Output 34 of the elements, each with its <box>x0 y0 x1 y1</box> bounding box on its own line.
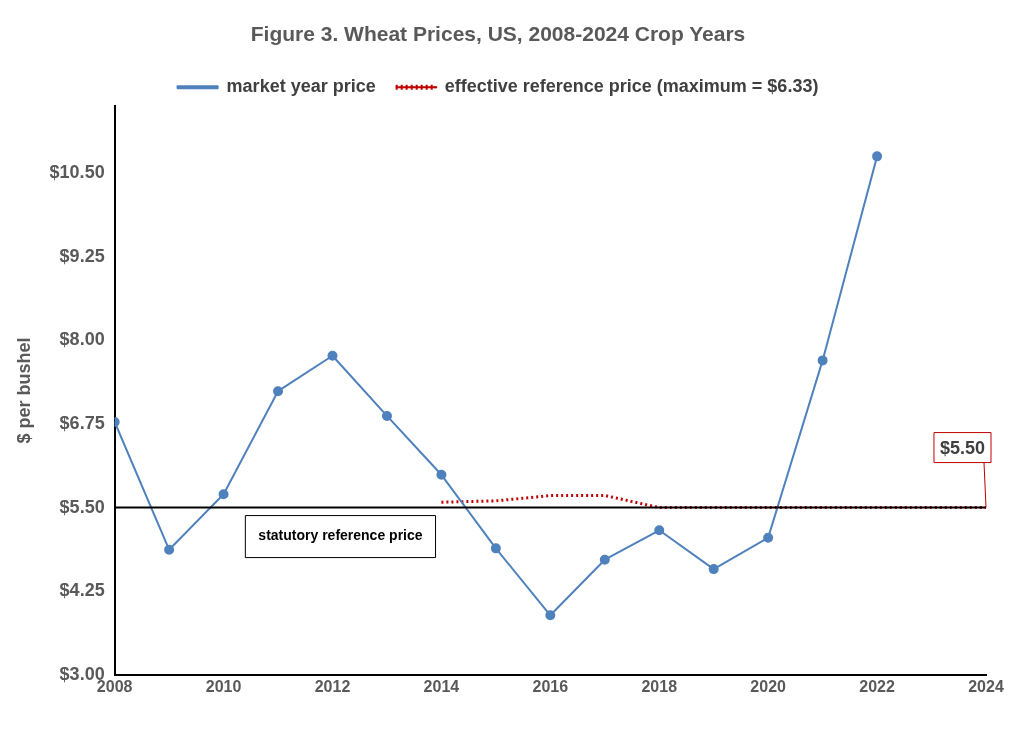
x-tick-label: 2024 <box>968 677 1004 695</box>
point <box>327 350 338 361</box>
point <box>273 386 284 397</box>
ref-line-label: statutory reference price <box>258 527 423 544</box>
point <box>381 410 392 421</box>
point <box>436 469 447 480</box>
x-tick-label: 2010 <box>205 677 242 695</box>
point <box>708 564 719 575</box>
legend-label: effective reference price (maximum = $6.33) <box>444 76 819 97</box>
point <box>817 355 828 366</box>
x-tick-label: 2020 <box>750 677 787 695</box>
x-tick-label: 2016 <box>532 677 569 695</box>
point <box>763 532 774 543</box>
chart-title: Figure 3. Wheat Prices, US, 2008-2024 Crop Years <box>250 22 746 46</box>
point <box>599 554 610 565</box>
point <box>218 489 229 500</box>
x-tick-label: 2022 <box>859 677 895 695</box>
x-tick-label: 2018 <box>641 677 678 695</box>
point <box>490 543 501 554</box>
point <box>164 544 175 555</box>
x-tick-label: 2014 <box>423 677 460 695</box>
y-tick-label: $9.25 <box>59 245 105 266</box>
y-tick-label: $6.75 <box>59 412 105 433</box>
y-tick-label: $8.00 <box>59 329 105 350</box>
legend-label: market year price <box>226 76 376 97</box>
y-axis-title: $ per bushel <box>13 337 34 444</box>
point <box>872 151 883 162</box>
x-tick-label: 2012 <box>314 677 351 695</box>
y-tick-label: $5.50 <box>59 496 105 517</box>
annotation: $5.50 <box>939 437 985 458</box>
point <box>545 610 556 621</box>
y-tick-label: $10.50 <box>49 162 105 183</box>
y-tick-label: $4.25 <box>59 580 105 601</box>
point <box>654 525 665 536</box>
